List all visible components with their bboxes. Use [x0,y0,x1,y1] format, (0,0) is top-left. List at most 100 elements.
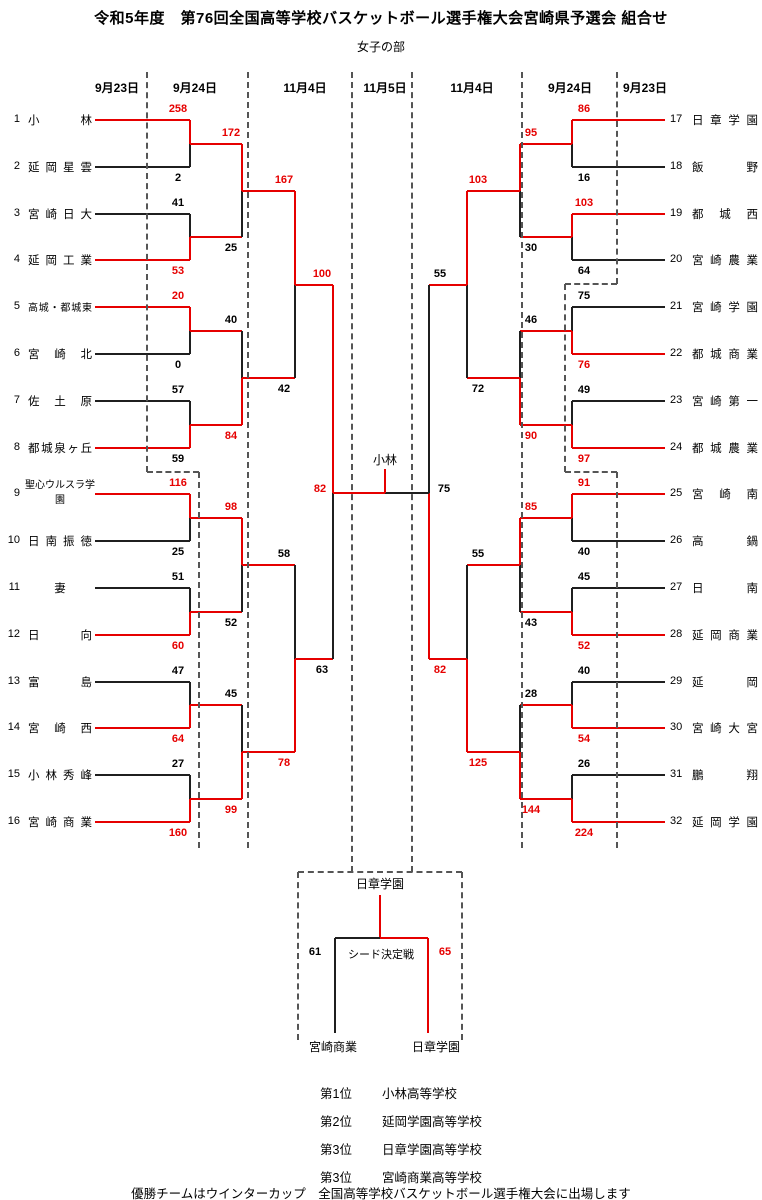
match-score: 99 [224,804,238,816]
bracket-line [572,400,665,402]
match-score: 64 [171,733,185,745]
round-date: 9月23日 [94,81,140,95]
bracket-line [95,540,190,542]
team-number: 20 [670,253,683,265]
bracket-line [241,378,243,425]
team-name: 都城泉ヶ丘 [28,443,92,455]
division-subtitle: 女子の部 [356,40,405,54]
bracket-line [519,191,521,237]
bracket-line [519,752,521,799]
match-score: 75 [577,290,591,302]
bracket-line [95,681,190,683]
bracket-line [572,119,665,121]
team-number: 32 [670,815,683,827]
standings-school: 宮崎商業高等学校 [382,1171,483,1185]
match-score: 97 [577,453,591,465]
match-score: 84 [224,430,238,442]
bracket-line [519,565,521,612]
team-name: 宮崎農業 [692,255,758,267]
bracket-line [189,705,191,728]
match-score: 85 [524,501,538,513]
match-score: 51 [171,571,185,583]
bracket-line [95,166,190,168]
seed-score: 65 [438,946,452,958]
bracket-line [189,775,191,799]
bracket-line [95,587,190,589]
bracket-line [571,612,573,635]
bracket-line [241,705,243,752]
match-score: 40 [224,314,238,326]
bracket-line [189,682,191,705]
match-score: 53 [171,265,185,277]
team-name: 宮崎南 [692,489,758,501]
match-score: 57 [171,384,185,396]
match-score: 63 [315,664,329,676]
team-name: 宮崎日大 [28,209,92,221]
team-number: 24 [670,441,683,453]
bracket-line [520,611,572,613]
team-name: 宮崎北 [28,349,92,361]
bracket-line [385,492,429,494]
seed-team-label: 宮崎商業 [308,1040,358,1054]
seed-match-title: シード決定戦 [348,949,414,961]
team-number: 25 [670,487,683,499]
match-score: 16 [577,172,591,184]
bracket-line [572,447,665,449]
team-number: 29 [670,675,683,687]
match-score: 41 [171,197,185,209]
match-score: 40 [577,546,591,558]
match-score: 25 [171,546,185,558]
standings-rank: 第1位 [320,1087,352,1101]
team-name: 宮崎大宮 [692,723,758,735]
bracket-line [520,517,572,519]
column-separator [564,284,566,472]
team-name: 延岡星雲 [28,162,92,174]
bracket-line [571,494,573,518]
team-number: 13 [7,675,20,687]
match-score: 98 [224,501,238,513]
final-score: 82 [313,483,327,495]
match-score: 78 [277,757,291,769]
team-name: 宮崎商業 [28,817,92,829]
team-number: 6 [13,347,20,359]
bracket-line [429,284,467,286]
match-score: 116 [169,477,187,489]
team-name: 日南 [692,583,758,595]
bracket-line [242,377,295,379]
column-separator [616,72,618,284]
bracket-line [428,285,430,493]
bracket-line [519,144,521,191]
footer-note: 優勝チームはウインターカップ 全国高等学校バスケットボール選手権大会に出場します [131,1187,631,1200]
column-separator [247,72,249,848]
bracket-line [572,681,665,683]
match-score: 49 [577,384,591,396]
match-score: 95 [524,127,538,139]
standings-school: 日章学園高等学校 [382,1143,483,1157]
bracket-line [189,612,191,635]
match-score: 47 [171,665,185,677]
bracket-line [241,144,243,191]
team-name: 延岡商業 [692,630,758,642]
team-number: 14 [7,721,20,733]
team-number: 26 [670,534,683,546]
team-name: 小林 [28,115,92,127]
column-separator [351,72,353,872]
match-score: 54 [577,733,591,745]
bracket-line [189,401,191,425]
match-score: 82 [433,664,447,676]
bracket-line [295,658,333,660]
bracket-line [95,353,190,355]
team-number: 19 [670,207,683,219]
bracket-line [571,518,573,541]
match-score: 86 [577,103,591,115]
bracket-line [572,727,665,729]
round-date: 11月4日 [450,81,494,95]
match-score: 28 [524,688,538,700]
match-score: 59 [171,453,185,465]
seed-winner-label: 日章学園 [355,877,405,891]
standings-rank: 第3位 [320,1171,352,1185]
bracket-line [572,166,665,168]
standings-rank: 第2位 [320,1115,352,1129]
bracket-line [520,330,572,332]
team-number: 22 [670,347,683,359]
